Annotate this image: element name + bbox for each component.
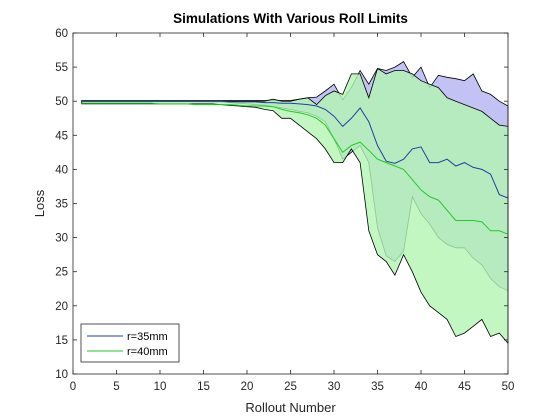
y-axis-ticks: 10 15 20 25 30 35 40 45 50 55 60 [55, 28, 508, 381]
x-axis-label: Rollout Number [245, 400, 336, 415]
y-axis-label: Loss [32, 189, 47, 217]
x-tick-label: 0 [70, 381, 76, 393]
x-axis-ticks: 0 5 10 15 20 25 30 35 40 45 50 [70, 33, 515, 393]
x-tick-label: 15 [197, 381, 210, 393]
x-tick-label: 20 [241, 381, 254, 393]
x-tick-label: 35 [371, 381, 384, 393]
y-tick-label: 55 [55, 62, 68, 74]
line-series-2 [81, 102, 509, 235]
y-tick-label: 15 [55, 335, 68, 347]
x-tick-label: 25 [284, 381, 297, 393]
y-tick-label: 50 [55, 96, 68, 108]
y-tick-label: 60 [55, 28, 68, 40]
y-tick-label: 10 [55, 369, 68, 381]
y-tick-label: 40 [55, 164, 68, 176]
y-tick-label: 30 [55, 233, 68, 245]
legend-entry-2: r=40mm [127, 346, 168, 358]
chart-title: Simulations With Various Roll Limits [173, 11, 408, 26]
x-tick-label: 30 [328, 381, 341, 393]
legend-box [80, 323, 180, 363]
mean-lines [81, 100, 509, 235]
x-tick-label: 45 [458, 381, 471, 393]
x-tick-label: 5 [113, 381, 119, 393]
y-tick-label: 25 [55, 267, 68, 279]
line-series-1 [81, 100, 509, 199]
y-tick-label: 35 [55, 199, 68, 211]
x-tick-label: 40 [415, 381, 428, 393]
x-tick-label: 50 [502, 381, 515, 393]
legend: r=35mm r=40mm [80, 323, 180, 363]
plot-area: 0 5 10 15 20 25 30 35 40 45 50 10 15 20 25 30 35 40 45 50 5… [55, 28, 514, 393]
legend-entry-1: r=35mm [127, 331, 168, 343]
y-tick-label: 20 [55, 301, 68, 313]
x-tick-label: 10 [154, 381, 167, 393]
y-tick-label: 45 [55, 130, 68, 142]
